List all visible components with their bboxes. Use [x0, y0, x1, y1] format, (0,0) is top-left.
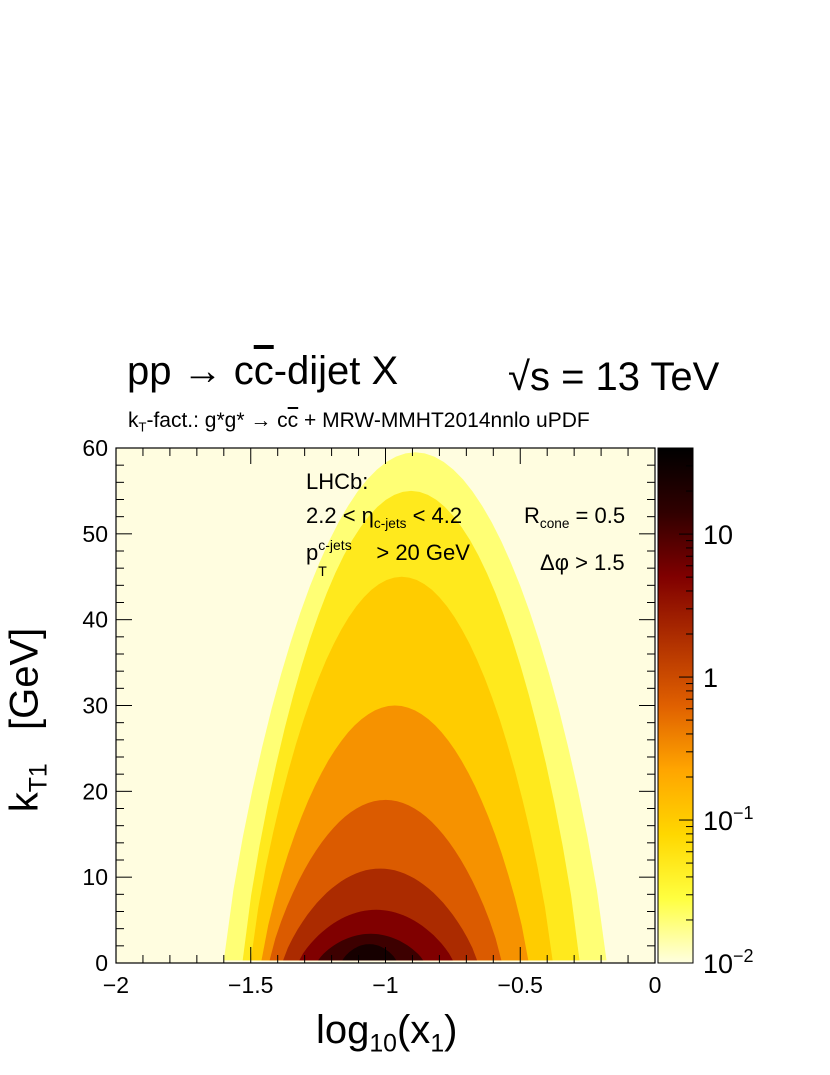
- eta-sub: c-jets: [373, 515, 407, 531]
- xlabel-log: log: [316, 1008, 370, 1052]
- energy-value: s = 13 TeV: [529, 355, 720, 399]
- x-tick-label: 0: [649, 972, 662, 998]
- eta-post: < 4.2: [406, 503, 463, 528]
- y-tick-label: 30: [82, 693, 108, 719]
- z-tick-label: 10−1: [703, 803, 754, 836]
- xlabel-sub-1: 1: [430, 1030, 445, 1058]
- ylabel-k: k: [2, 792, 47, 813]
- annotation-experiment: LHCb:: [306, 469, 369, 494]
- pt-main: p: [306, 540, 319, 565]
- subtitle-k-sub: T: [138, 419, 147, 435]
- heatmap-layer: [223, 452, 607, 961]
- pt-sup: c-jets: [318, 537, 352, 553]
- x-tick-label: −1.5: [228, 972, 273, 998]
- y-tick-label: 20: [82, 778, 108, 804]
- xlabel-sub-10: 10: [369, 1030, 397, 1058]
- y-axis-ticks: 0 10 20 30 40 50 60: [82, 435, 655, 976]
- energy-label: √s = 13 TeV: [508, 355, 719, 400]
- y-tick-label: 10: [82, 864, 108, 890]
- x-axis-label: log10(x1): [316, 1008, 457, 1059]
- eta-pre: 2.2 < η: [306, 503, 374, 528]
- sqrt-symbol: √: [508, 355, 530, 399]
- color-scale-bar: [657, 447, 694, 964]
- title-process: pp → c: [127, 349, 254, 393]
- pt-sub: T: [318, 563, 327, 579]
- ylabel-sub: T1: [25, 763, 53, 793]
- pt-post: > 20 GeV: [370, 540, 470, 565]
- z-tick-label: 10: [703, 520, 733, 550]
- chart-title: pp → cc-dijet X: [127, 349, 398, 394]
- z-tick-label: 1: [703, 663, 718, 693]
- z-tick-label: 10−2: [703, 946, 754, 979]
- xlabel-paren: ): [444, 1008, 458, 1052]
- y-tick-label: 40: [82, 607, 108, 633]
- y-tick-label: 50: [82, 521, 108, 547]
- annotation-eta-cut: 2.2 < ηc-jets < 4.2: [306, 503, 462, 531]
- y-axis-label: kT1 [GeV]: [3, 628, 54, 813]
- subtitle-k: k: [128, 409, 139, 432]
- title-cbar: c: [253, 349, 274, 393]
- annotation-dphi: Δφ > 1.5: [540, 550, 625, 575]
- r-post: = 0.5: [569, 503, 626, 528]
- chart-subtitle: kT-fact.: g*g* → cc + MRW-MMHT2014nnlo u…: [128, 409, 590, 435]
- x-axis-ticks: −2 −1.5 −1 −0.5 0: [103, 448, 662, 998]
- y-tick-label: 0: [95, 950, 108, 976]
- annotation-pt-cut: p c-jets T > 20 GeV: [306, 537, 470, 579]
- subtitle-text-a: -fact.: g*g* → c: [146, 409, 288, 432]
- color-scale-ticks: 10 1 10−1 10−2: [679, 447, 754, 979]
- r-main: R: [524, 503, 540, 528]
- ylabel-unit: [GeV]: [2, 627, 47, 764]
- x-tick-label: −0.5: [498, 972, 543, 998]
- y-tick-label: 60: [82, 435, 108, 461]
- annotation-rcone: Rcone = 0.5: [524, 503, 625, 531]
- subtitle-text-b: + MRW-MMHT2014nnlo uPDF: [298, 409, 590, 432]
- contour-band-8: [342, 944, 397, 961]
- x-tick-label: −1: [372, 972, 398, 998]
- xlabel-x: (x: [396, 1008, 431, 1052]
- title-dijet: -dijet X: [273, 349, 399, 393]
- r-sub: cone: [539, 515, 570, 531]
- subtitle-cbar: c: [287, 409, 299, 432]
- x-tick-label: −2: [103, 972, 129, 998]
